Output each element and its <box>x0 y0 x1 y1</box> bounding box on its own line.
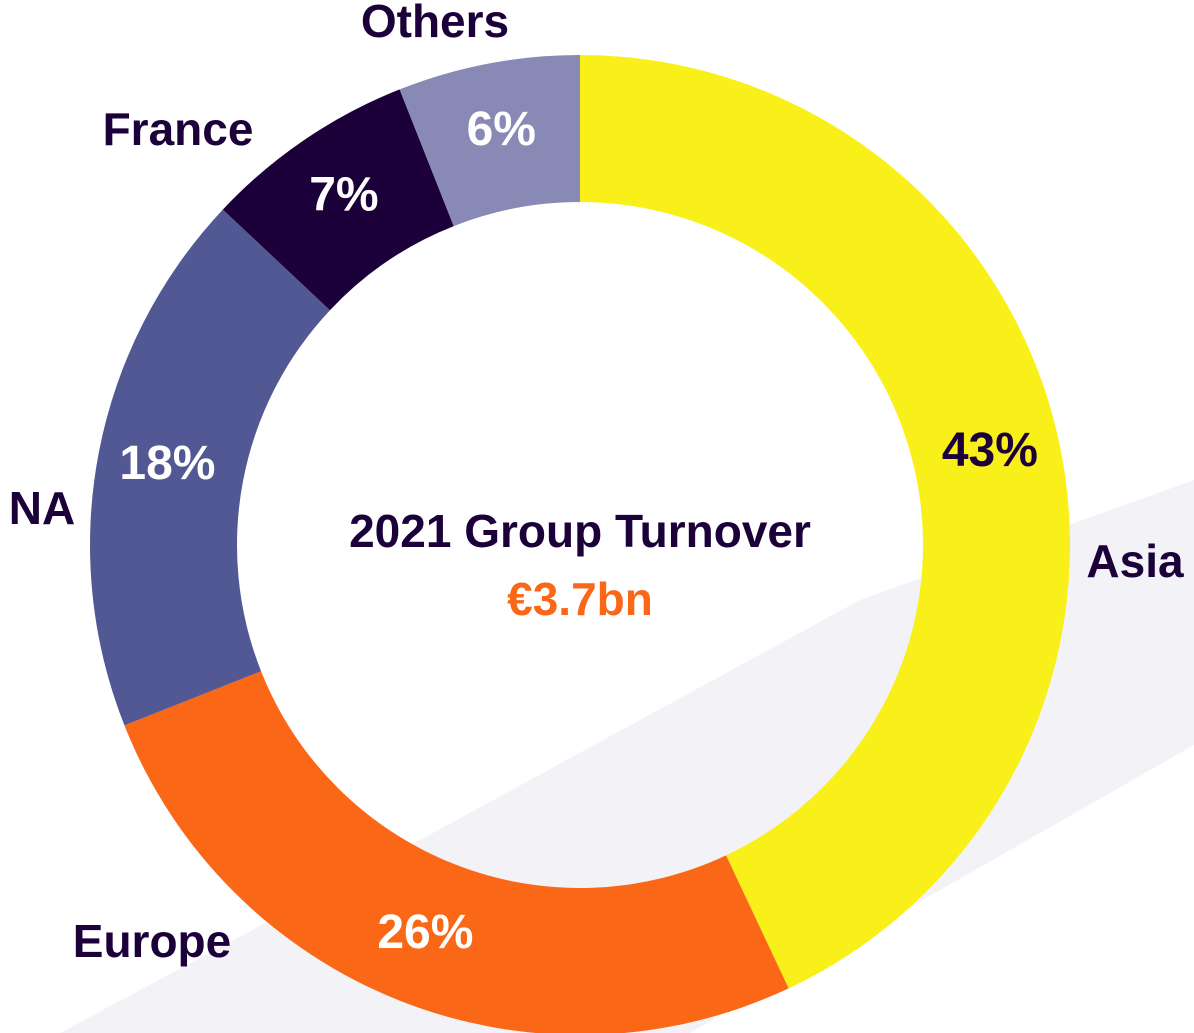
value-label: 6% <box>467 103 536 156</box>
slice <box>580 55 1070 989</box>
slice <box>399 55 580 227</box>
value-label: 7% <box>309 168 378 221</box>
slice <box>124 671 789 1033</box>
slice <box>90 209 330 726</box>
category-label: France <box>103 103 254 155</box>
value-label: 18% <box>119 437 215 490</box>
category-label: Asia <box>1086 535 1184 587</box>
chart-subtitle: €3.7bn <box>507 573 653 625</box>
slice <box>222 89 454 311</box>
category-label: NA <box>9 482 75 534</box>
chart-title: 2021 Group Turnover <box>349 505 811 557</box>
donut <box>90 55 1070 1033</box>
value-label: 43% <box>942 424 1038 477</box>
category-label: Europe <box>73 915 231 967</box>
value-label: 26% <box>377 906 473 959</box>
category-label: Others <box>361 0 509 47</box>
